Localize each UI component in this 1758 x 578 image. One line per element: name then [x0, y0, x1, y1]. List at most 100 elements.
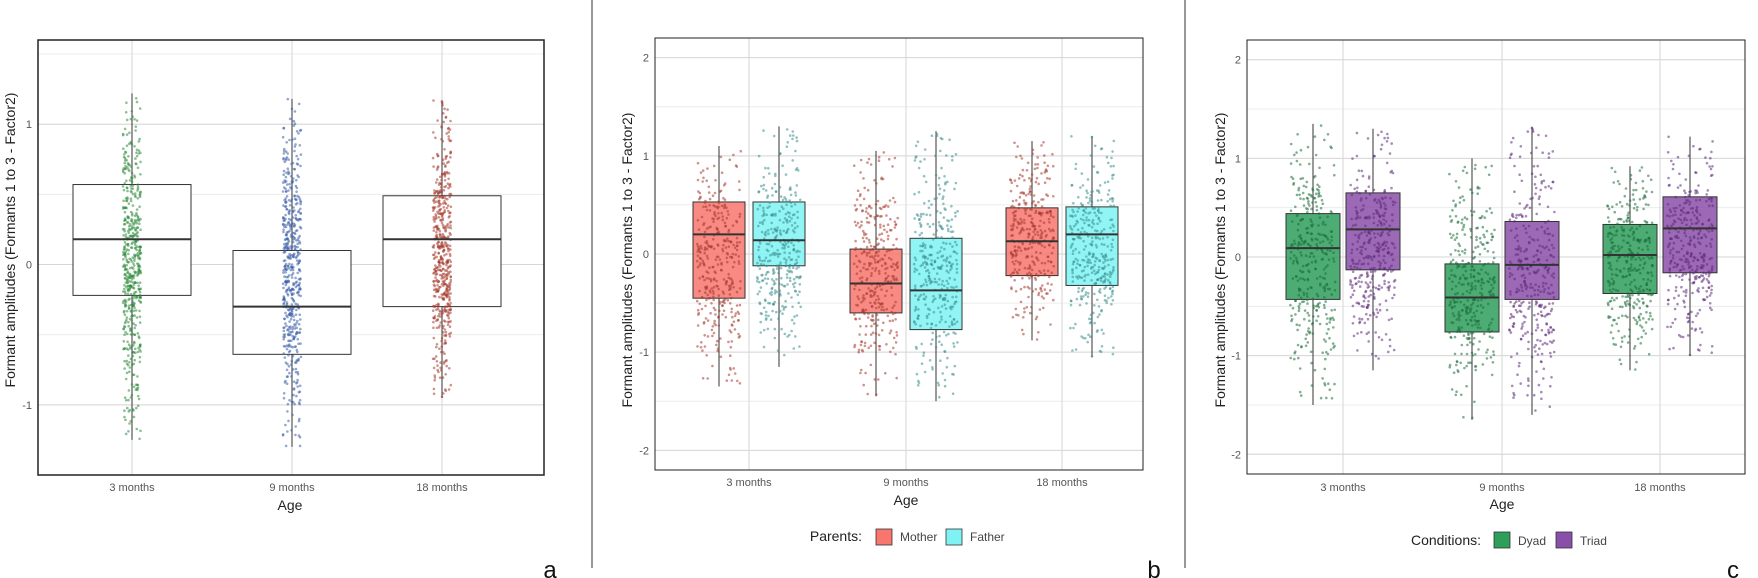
- data-point: [1647, 352, 1651, 356]
- panel-label: b: [1147, 557, 1160, 578]
- data-point: [137, 140, 141, 143]
- data-point: [790, 217, 793, 220]
- data-point: [431, 156, 435, 160]
- data-point: [1372, 212, 1375, 216]
- data-point: [132, 344, 135, 347]
- data-point: [1074, 167, 1077, 171]
- data-point: [443, 275, 447, 278]
- data-point: [1074, 257, 1078, 261]
- data-point: [1448, 331, 1451, 334]
- data-point: [915, 268, 919, 272]
- data-point: [1387, 281, 1390, 284]
- data-point: [945, 365, 949, 369]
- data-point: [942, 202, 945, 206]
- data-point: [790, 329, 793, 333]
- data-point: [129, 190, 133, 193]
- data-point: [281, 433, 285, 436]
- data-point: [1022, 191, 1025, 195]
- data-point: [132, 233, 136, 237]
- data-point: [1043, 245, 1046, 249]
- data-point: [1384, 261, 1387, 265]
- data-point: [129, 309, 133, 313]
- data-point: [1633, 285, 1637, 288]
- data-point: [1037, 331, 1040, 334]
- data-point: [1359, 199, 1363, 202]
- data-point: [447, 209, 450, 213]
- y-axis-title: Formant amplitudes (Formants 1 to 3 - Fa…: [2, 93, 18, 388]
- data-point: [297, 322, 301, 326]
- data-point: [1623, 335, 1626, 338]
- data-point: [1483, 262, 1487, 266]
- data-point: [1459, 361, 1462, 365]
- data-point: [1103, 243, 1106, 246]
- data-point: [1015, 199, 1018, 202]
- data-point: [442, 120, 446, 124]
- data-point: [1093, 211, 1096, 214]
- data-point: [1627, 270, 1630, 273]
- data-point: [708, 209, 712, 212]
- data-point: [443, 148, 446, 151]
- data-point: [707, 297, 710, 300]
- data-point: [443, 339, 447, 342]
- data-point: [1352, 315, 1356, 318]
- data-point: [875, 393, 878, 396]
- data-point: [776, 226, 779, 229]
- data-point: [1315, 277, 1319, 280]
- data-point: [1025, 169, 1029, 172]
- data-point: [1456, 221, 1460, 224]
- data-point: [1026, 161, 1030, 165]
- data-point: [1027, 235, 1030, 239]
- data-point: [123, 172, 126, 175]
- data-point: [1329, 249, 1332, 252]
- data-point: [1012, 271, 1015, 274]
- data-point: [1103, 181, 1107, 184]
- data-point: [952, 286, 955, 290]
- data-point: [439, 188, 442, 192]
- data-point: [1361, 245, 1364, 249]
- data-point: [283, 335, 287, 339]
- data-point: [1493, 228, 1496, 232]
- data-point: [1317, 212, 1321, 215]
- data-point: [1384, 244, 1388, 247]
- data-point: [1474, 285, 1477, 288]
- data-point: [1474, 323, 1477, 326]
- data-point: [1099, 279, 1103, 283]
- data-point: [705, 208, 709, 212]
- data-point: [1649, 314, 1652, 318]
- data-point: [1375, 315, 1378, 319]
- data-point: [1460, 326, 1463, 329]
- data-point: [286, 294, 290, 297]
- data-point: [1019, 222, 1023, 225]
- data-point: [1457, 327, 1461, 331]
- data-point: [1100, 229, 1104, 233]
- data-point: [125, 309, 129, 313]
- data-point: [293, 402, 296, 406]
- data-point: [289, 257, 292, 260]
- data-point: [770, 278, 774, 281]
- data-point: [1109, 218, 1112, 222]
- data-point: [135, 151, 138, 154]
- data-point: [432, 283, 436, 287]
- data-point: [871, 290, 874, 293]
- data-point: [860, 340, 863, 344]
- data-point: [763, 232, 767, 235]
- data-point: [128, 131, 131, 135]
- data-point: [1644, 332, 1648, 335]
- data-point: [1090, 236, 1094, 240]
- data-point: [1454, 393, 1458, 397]
- data-point: [1034, 204, 1037, 208]
- data-point: [945, 257, 948, 261]
- data-point: [293, 149, 296, 153]
- data-point: [948, 261, 952, 265]
- data-point: [1291, 262, 1295, 265]
- data-point: [445, 287, 448, 291]
- data-point: [1384, 333, 1388, 336]
- data-point: [1458, 330, 1462, 334]
- data-point: [887, 234, 890, 238]
- data-point: [131, 115, 134, 118]
- data-point: [948, 276, 951, 280]
- data-point: [1095, 189, 1099, 192]
- data-point: [1101, 275, 1105, 278]
- data-point: [138, 193, 142, 197]
